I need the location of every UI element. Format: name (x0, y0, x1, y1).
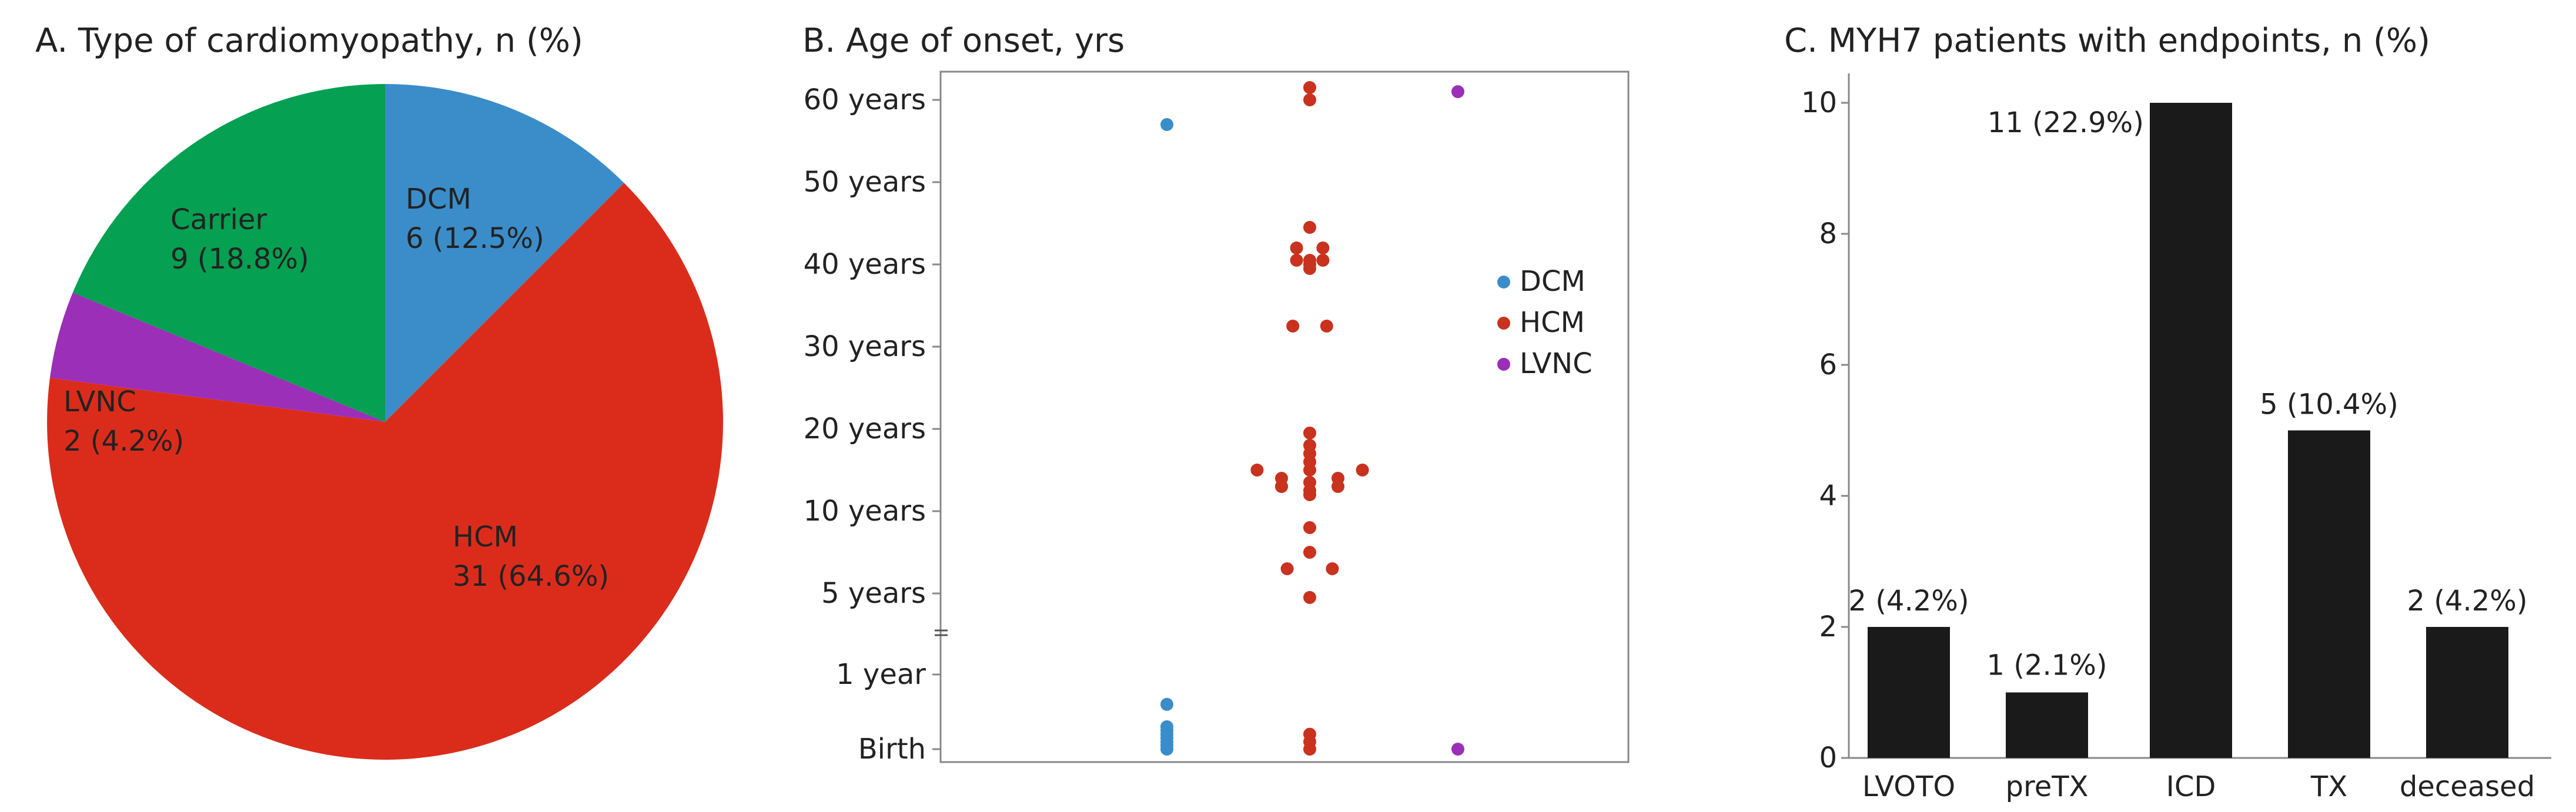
bar-category-label: LVOTO (1862, 770, 1955, 803)
pie-slice-lvnc (49, 292, 386, 422)
scatter-plot-area (939, 71, 1630, 763)
scatter-point-hcm (1303, 81, 1316, 94)
bar-category-label: deceased (2400, 770, 2535, 803)
pie-slice-dcm (385, 84, 624, 422)
y-tick-label: 60 years (804, 83, 926, 116)
bar-data-label: 5 (10.4%) (2260, 388, 2398, 421)
pie-label-hcm-name: HCM (453, 521, 518, 553)
scatter-point-dcm (1160, 118, 1173, 131)
bar-y-tick-label: 6 (1819, 348, 1837, 381)
scatter-point-hcm (1326, 562, 1339, 575)
scatter-point-hcm (1356, 464, 1369, 477)
legend-marker-dcm (1497, 276, 1510, 288)
bar-data-label: 2 (4.2%) (1848, 585, 1969, 618)
scatter-point-hcm (1275, 480, 1288, 493)
bar-category-label: TX (2310, 770, 2347, 803)
scatter-point-hcm (1303, 93, 1316, 106)
scatter-point-lvnc (1451, 743, 1464, 756)
y-tick-label: 50 years (804, 166, 926, 199)
bar-chart-title: C. MYH7 patients with endpoints, n (%) (1784, 22, 2430, 60)
bar-y-tick-label: 2 (1819, 610, 1837, 643)
bar-icd (2150, 103, 2232, 758)
legend-label-dcm: DCM (1520, 265, 1585, 298)
bar-y-tick-label: 8 (1819, 217, 1837, 250)
bar-category-label: preTX (2006, 770, 2089, 803)
scatter-point-hcm (1303, 743, 1316, 756)
pie-label-lvnc-value: 2 (4.2%) (63, 425, 184, 458)
scatter-point-hcm (1290, 241, 1303, 254)
scatter-point-lvnc (1451, 85, 1464, 98)
scatter-chart-title: B. Age of onset, yrs (802, 22, 1125, 60)
scatter-point-hcm (1303, 464, 1316, 477)
scatter-point-hcm (1320, 320, 1333, 333)
y-tick-label: 5 years (821, 577, 926, 610)
scatter-point-hcm (1303, 262, 1316, 275)
y-tick-label: Birth (858, 733, 926, 766)
legend-label-lvnc: LVNC (1520, 347, 1593, 380)
scatter-point-hcm (1290, 254, 1303, 267)
y-tick-label: 30 years (804, 330, 926, 363)
pie-label-dcm-value: 6 (12.5%) (406, 222, 544, 255)
scatter-point-hcm (1250, 464, 1264, 477)
bar-lvoto (1868, 627, 1950, 758)
pie-label-hcm-value: 31 (64.6%) (453, 560, 609, 593)
pie-label-lvnc-name: LVNC (63, 385, 136, 418)
scatter-point-dcm (1160, 743, 1173, 756)
y-tick-label: 1 year (836, 658, 926, 691)
y-tick-label: 10 years (804, 495, 926, 528)
y-tick-label: 40 years (804, 248, 926, 281)
scatter-chart-panel: B. Age of onset, yrs Birth 1 year 5 years 1… (802, 22, 1630, 766)
scatter-point-hcm (1303, 546, 1316, 559)
scatter-point-hcm (1316, 241, 1330, 254)
scatter-point-hcm (1303, 488, 1316, 501)
bar-y-tick-label: 0 (1819, 741, 1837, 774)
pie-chart-title: A. Type of cardiomyopathy, n (%) (35, 22, 583, 60)
legend-marker-lvnc (1497, 358, 1510, 371)
scatter-point-hcm (1316, 254, 1330, 267)
bar-category-label: ICD (2166, 770, 2216, 803)
bar-deceased (2426, 627, 2508, 758)
bar-y-tick-label: 4 (1819, 479, 1837, 512)
scatter-point-hcm (1303, 427, 1316, 439)
scatter-point-hcm (1286, 320, 1300, 333)
y-tick-label: 20 years (804, 412, 926, 445)
scatter-point-hcm (1332, 480, 1344, 493)
pie-chart-panel: A. Type of cardiomyopathy, n (%) DCM 6 (… (35, 22, 724, 760)
bar-data-label: 2 (4.2%) (2407, 585, 2527, 618)
bar-chart-panel: C. MYH7 patients with endpoints, n (%) 0… (1784, 22, 2551, 803)
scatter-point-hcm (1280, 562, 1294, 575)
pie-slice-carrier (72, 83, 385, 422)
legend-marker-hcm (1497, 317, 1510, 330)
pie-slice-hcm (47, 183, 724, 760)
scatter-point-hcm (1303, 521, 1316, 534)
bar-pretx (2006, 692, 2088, 758)
legend-label-hcm: HCM (1520, 306, 1585, 339)
scatter-point-hcm (1303, 590, 1316, 604)
scatter-point-hcm (1303, 221, 1316, 234)
pie-label-carrier-value: 9 (18.8%) (170, 243, 309, 276)
bar-tx (2288, 430, 2370, 758)
bar-data-label: 1 (2.1%) (1986, 649, 2107, 682)
scatter-point-dcm (1160, 697, 1173, 711)
pie-label-dcm-name: DCM (406, 183, 471, 216)
bar-y-tick-label: 10 (1801, 86, 1837, 119)
bar-data-label: 11 (22.9%) (1988, 106, 2144, 139)
pie-label-carrier-name: Carrier (170, 203, 267, 236)
